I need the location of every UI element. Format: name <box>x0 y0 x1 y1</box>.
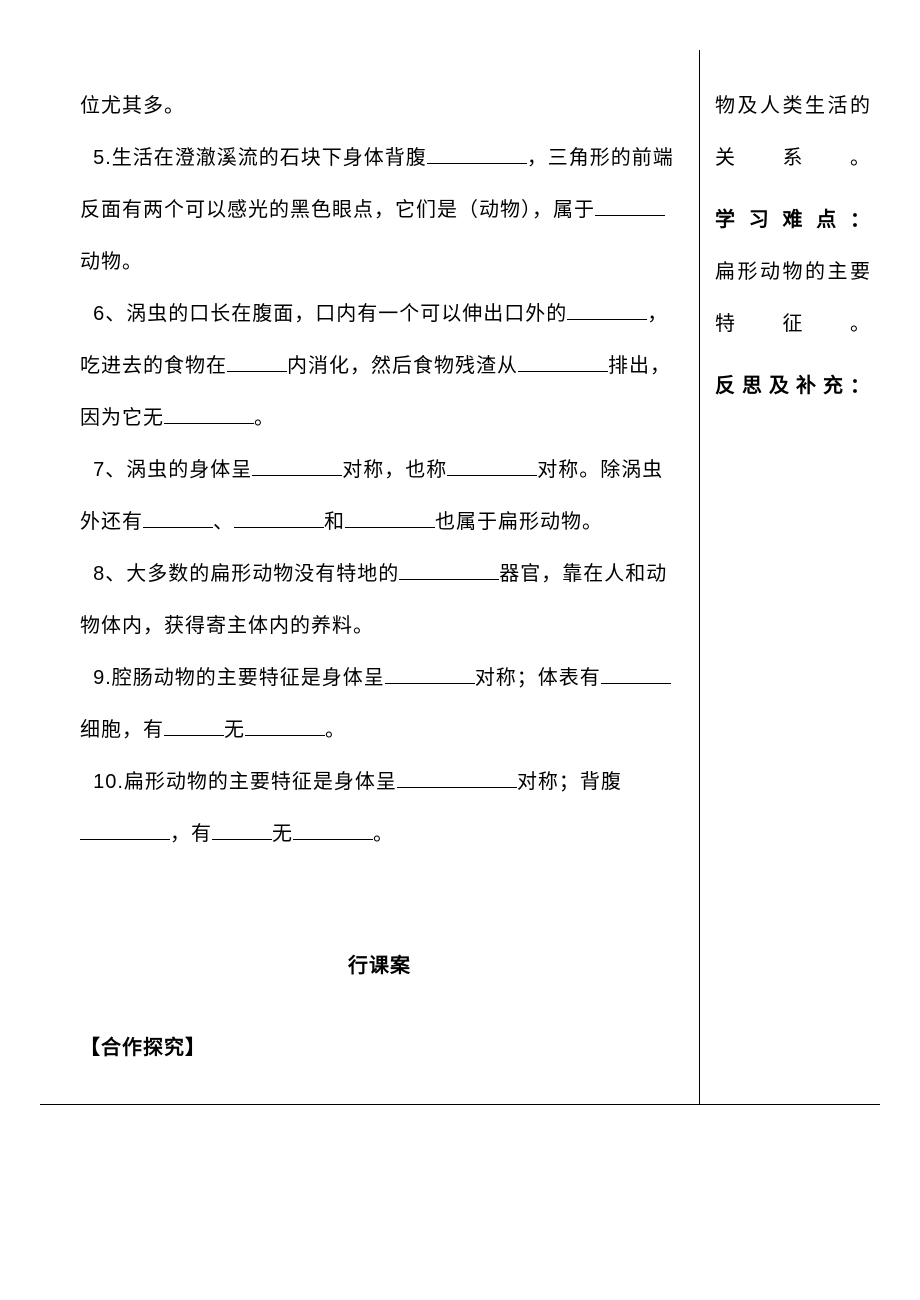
q7-text-b: 对称，也称 <box>342 459 447 481</box>
content-table: 位尤其多。 5.生活在澄澈溪流的石块下身体背腹，三角形的前端反面有两个可以感光的… <box>40 50 880 1105</box>
q9-text-d: 无 <box>224 719 245 741</box>
q6-text-a: 6、涡虫的口长在腹面，口内有一个可以伸出口外的 <box>93 303 567 325</box>
blank <box>245 715 325 736</box>
section-title: 行课案 <box>80 940 679 992</box>
blank <box>234 507 324 528</box>
q9-text-a: 9.腔肠动物的主要特征是身体呈 <box>93 667 385 689</box>
q10-text-b: 对称；背腹 <box>517 771 622 793</box>
q9-text-c: 细胞，有 <box>80 719 164 741</box>
q6-text-e: 。 <box>254 407 275 429</box>
q7-text-e: 和 <box>324 511 345 533</box>
sidebar-difficulty-label: 学习难点： <box>715 194 870 246</box>
blank <box>80 819 170 840</box>
q10-text-d: 无 <box>272 823 293 845</box>
question-10: 10.扁形动物的主要特征是身体呈 对称；背腹 ，有 无 。 <box>80 756 679 860</box>
blank <box>164 403 254 424</box>
blank <box>567 299 647 320</box>
main-content-column: 位尤其多。 5.生活在澄澈溪流的石块下身体背腹，三角形的前端反面有两个可以感光的… <box>40 50 700 1104</box>
q9-text-e: 。 <box>325 719 346 741</box>
blank <box>293 819 373 840</box>
blank <box>143 507 213 528</box>
blank <box>595 195 665 216</box>
q10-text-c: ，有 <box>170 823 212 845</box>
blank <box>399 559 499 580</box>
blank <box>447 455 537 476</box>
blank <box>227 351 287 372</box>
blank <box>601 663 671 684</box>
sidebar-difficulty-text: 扁形动物的主要特征。 <box>715 246 870 350</box>
blank <box>212 819 272 840</box>
q7-text-a: 7、涡虫的身体呈 <box>93 459 252 481</box>
question-8: 8、大多数的扁形动物没有特地的器官，靠在人和动物体内，获得寄主体内的养料。 <box>80 548 679 652</box>
sidebar-reflection-label: 反思及补充： <box>715 360 870 412</box>
question-5: 5.生活在澄澈溪流的石块下身体背腹，三角形的前端反面有两个可以感光的黑色眼点，它… <box>80 132 679 288</box>
question-6: 6、涡虫的口长在腹面，口内有一个可以伸出口外的，吃进去的食物在内消化，然后食物残… <box>80 288 679 444</box>
blank <box>427 143 527 164</box>
sidebar-text-continuation: 物及人类生活的关系。 <box>715 80 870 184</box>
q8-text-a: 8、大多数的扁形动物没有特地的 <box>93 563 399 585</box>
q7-text-d: 、 <box>213 511 234 533</box>
question-9: 9.腔肠动物的主要特征是身体呈 对称；体表有细胞，有 无 。 <box>80 652 679 756</box>
q9-text-b: 对称；体表有 <box>475 667 601 689</box>
sidebar-difficulty: 学习难点： 扁形动物的主要特征。 <box>715 194 870 350</box>
question-7: 7、涡虫的身体呈对称，也称对称。除涡虫外还有、和也属于扁形动物。 <box>80 444 679 548</box>
blank <box>345 507 435 528</box>
q10-text-e: 。 <box>373 823 394 845</box>
q7-text-f: 也属于扁形动物。 <box>435 511 603 533</box>
document-page: 位尤其多。 5.生活在澄澈溪流的石块下身体背腹，三角形的前端反面有两个可以感光的… <box>0 0 920 1300</box>
line-continuation: 位尤其多。 <box>80 80 679 132</box>
cooperation-heading: 【合作探究】 <box>80 1022 679 1074</box>
q6-text-c: 内消化，然后食物残渣从 <box>287 355 518 377</box>
blank <box>252 455 342 476</box>
sidebar-reflection: 反思及补充： <box>715 360 870 412</box>
blank <box>164 715 224 736</box>
q10-text-a: 10.扁形动物的主要特征是身体呈 <box>93 771 397 793</box>
q5-text-c: 动物。 <box>80 251 143 273</box>
blank <box>397 767 517 788</box>
blank <box>518 351 608 372</box>
sidebar-r1: 物及人类生活的关系。 <box>715 95 870 169</box>
blank <box>385 663 475 684</box>
sidebar-column: 物及人类生活的关系。 学习难点： 扁形动物的主要特征。 反思及补充： <box>700 50 880 1104</box>
q5-text-a: 5.生活在澄澈溪流的石块下身体背腹 <box>93 147 427 169</box>
